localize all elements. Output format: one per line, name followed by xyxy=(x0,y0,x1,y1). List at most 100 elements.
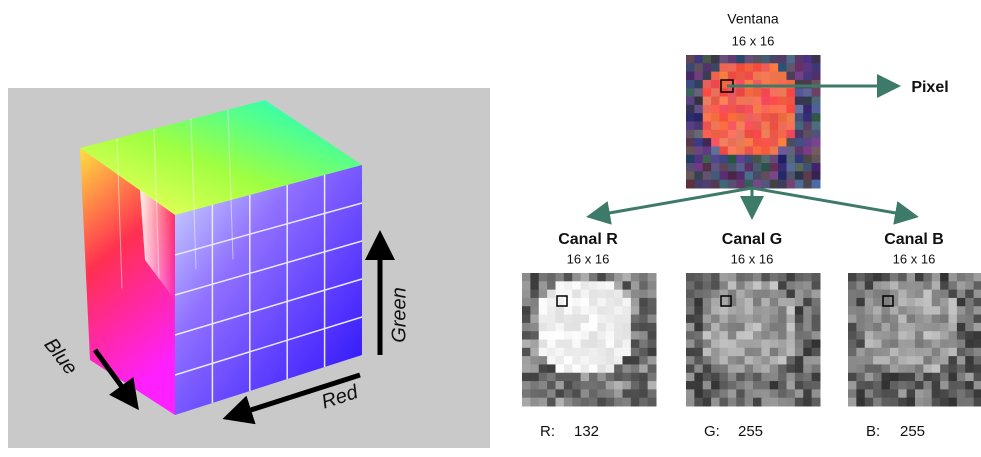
channel-pixel xyxy=(803,306,812,315)
window-pixel xyxy=(761,138,770,147)
channel-pixel xyxy=(589,331,598,340)
window-pixel xyxy=(753,138,762,147)
channel-pixel xyxy=(787,315,796,324)
window-pixel xyxy=(703,171,712,180)
window-pixel xyxy=(745,122,754,131)
channel-pixel xyxy=(623,373,632,382)
channel-pixel xyxy=(623,364,632,373)
channel-pixel xyxy=(949,398,958,407)
window-pixel xyxy=(703,180,712,189)
window-pixel xyxy=(745,55,754,64)
window-pixel xyxy=(803,72,812,81)
channel-pixel xyxy=(589,306,598,315)
channel-pixel xyxy=(639,298,648,307)
window-pixel xyxy=(711,63,720,72)
channel-pixel xyxy=(761,364,770,373)
channel-pixel xyxy=(770,306,779,315)
window-pixel xyxy=(720,180,729,189)
window-pixel xyxy=(728,113,737,122)
window-pixel xyxy=(745,171,754,180)
window-pixel xyxy=(736,163,745,172)
channel-pixel xyxy=(547,348,556,357)
window-pixel xyxy=(736,171,745,180)
window-pixel xyxy=(795,88,804,97)
channel-pixel xyxy=(812,381,821,390)
window-pixel xyxy=(711,80,720,89)
channel-pixel xyxy=(974,364,981,373)
channel-pixel xyxy=(614,381,623,390)
channel-pixel xyxy=(728,323,737,332)
channel-pixel xyxy=(761,315,770,324)
channel-pixel xyxy=(882,323,891,332)
channel-pixel xyxy=(898,315,907,324)
channel-pixel xyxy=(923,356,932,365)
channel-pixel xyxy=(547,340,556,349)
channel-pixel xyxy=(974,281,981,290)
channel-pixel xyxy=(745,306,754,315)
channel-pixel xyxy=(556,273,565,282)
window-pixel xyxy=(753,122,762,131)
channel-pixel xyxy=(736,364,745,373)
channel-pixel xyxy=(711,340,720,349)
window-pixel xyxy=(703,138,712,147)
channel-pixel xyxy=(572,281,581,290)
channel-pixel xyxy=(581,364,590,373)
window-pixel xyxy=(778,130,787,139)
window-pixel xyxy=(753,113,762,122)
window-pixel xyxy=(812,146,821,155)
window-pixel xyxy=(761,97,770,106)
channel-pixel xyxy=(890,364,899,373)
channel-pixel xyxy=(606,381,615,390)
window-pixel xyxy=(803,138,812,147)
window-pixel xyxy=(686,113,695,122)
channel-pixel xyxy=(539,348,548,357)
window-pixel xyxy=(795,130,804,139)
channel-pixel xyxy=(940,356,949,365)
channel-pixel xyxy=(581,381,590,390)
channel-pixel xyxy=(770,348,779,357)
channel-pixel xyxy=(915,298,924,307)
channel-pixel xyxy=(589,398,598,407)
channel-pixel xyxy=(631,348,640,357)
window-pixel xyxy=(770,138,779,147)
window-pixel xyxy=(778,163,787,172)
channel-pixel xyxy=(795,290,804,299)
channel-pixel xyxy=(572,273,581,282)
window-pixel xyxy=(745,63,754,72)
channel-pixel xyxy=(770,398,779,407)
channel-pixel xyxy=(720,389,729,398)
channel-pixel xyxy=(848,389,857,398)
channel-pixel xyxy=(812,306,821,315)
channel-pixel xyxy=(974,389,981,398)
channel-pixel xyxy=(539,273,548,282)
window-pixel xyxy=(736,105,745,114)
channel-pixel xyxy=(589,373,598,382)
channel-pixel xyxy=(623,306,632,315)
window-pixel xyxy=(711,72,720,81)
channel-pixel xyxy=(932,389,941,398)
channel-pixel xyxy=(848,348,857,357)
channel-pixel xyxy=(648,356,657,365)
channel-pixel xyxy=(753,290,762,299)
channel-pixel xyxy=(694,290,703,299)
channel-pixel xyxy=(907,323,916,332)
channel-pixel xyxy=(703,398,712,407)
window-pixel xyxy=(728,130,737,139)
channel-pixel xyxy=(530,290,539,299)
channel-pixel xyxy=(639,331,648,340)
channel-pixel xyxy=(728,315,737,324)
channels: Canal R16 x 16R:132Canal G16 x 16G:255Ca… xyxy=(522,231,981,440)
channel-pixel xyxy=(949,306,958,315)
channel-pixel xyxy=(539,373,548,382)
channel-pixel xyxy=(711,389,720,398)
channel-pixel xyxy=(522,306,531,315)
channel-pixel xyxy=(556,364,565,373)
channel-pixel xyxy=(720,315,729,324)
channel-pixel xyxy=(711,331,720,340)
channel-pixel xyxy=(803,398,812,407)
channel-pixel xyxy=(974,306,981,315)
channel-pixel xyxy=(745,323,754,332)
channel-pixel xyxy=(778,364,787,373)
channel-pixel xyxy=(694,381,703,390)
channel-pixel xyxy=(890,273,899,282)
